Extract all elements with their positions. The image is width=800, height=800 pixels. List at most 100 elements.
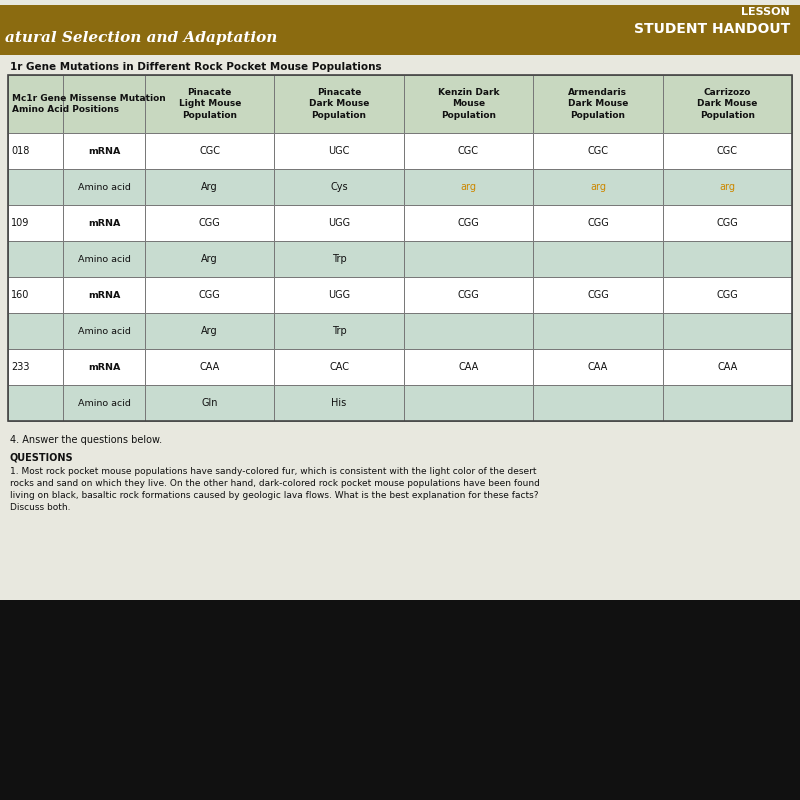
Text: CGC: CGC [199, 146, 220, 156]
Text: CGG: CGG [587, 218, 609, 228]
Bar [662, 133, 792, 169]
Bar [145, 277, 274, 313]
Bar [8, 133, 63, 169]
Bar [533, 241, 662, 277]
Bar [274, 241, 404, 277]
Text: UGC: UGC [329, 146, 350, 156]
Text: mRNA: mRNA [88, 146, 120, 155]
Text: Pinacate
Light Mouse
Population: Pinacate Light Mouse Population [178, 88, 241, 119]
Bar [8, 75, 63, 133]
Bar [63, 385, 145, 421]
Text: CAA: CAA [717, 362, 738, 372]
Text: Kenzin Dark
Mouse
Population: Kenzin Dark Mouse Population [438, 88, 499, 119]
Text: Trp: Trp [332, 326, 346, 336]
Bar [274, 349, 404, 385]
Text: CGG: CGG [199, 290, 221, 300]
Bar [274, 277, 404, 313]
Text: Amino acid: Amino acid [78, 398, 130, 407]
Text: CGC: CGC [587, 146, 608, 156]
Bar [274, 313, 404, 349]
Bar [8, 313, 63, 349]
Bar [533, 313, 662, 349]
Text: CGG: CGG [717, 218, 738, 228]
Bar [8, 277, 63, 313]
Bar [63, 277, 145, 313]
Text: arg: arg [590, 182, 606, 192]
Bar [533, 169, 662, 205]
Bar [274, 205, 404, 241]
Bar [404, 205, 533, 241]
Text: CAC: CAC [329, 362, 349, 372]
Bar [404, 169, 533, 205]
Bar [145, 205, 274, 241]
Text: STUDENT HANDOUT: STUDENT HANDOUT [634, 22, 790, 36]
Text: Cys: Cys [330, 182, 348, 192]
Text: Amino acid: Amino acid [78, 182, 130, 191]
Text: 109: 109 [11, 218, 30, 228]
Text: CGC: CGC [717, 146, 738, 156]
Text: 4. Answer the questions below.: 4. Answer the questions below. [10, 435, 162, 445]
Bar [404, 277, 533, 313]
Polygon shape [0, 5, 800, 55]
Bar [404, 313, 533, 349]
Bar [274, 75, 404, 133]
Bar [145, 241, 274, 277]
Text: mRNA: mRNA [88, 218, 120, 227]
Text: Amino acid: Amino acid [78, 326, 130, 335]
Bar [63, 133, 145, 169]
Text: CGG: CGG [458, 290, 479, 300]
Text: Carrizozo
Dark Mouse
Population: Carrizozo Dark Mouse Population [697, 88, 758, 119]
Bar [145, 133, 274, 169]
Bar [404, 385, 533, 421]
Bar [63, 75, 145, 133]
Bar [274, 385, 404, 421]
Text: His: His [331, 398, 346, 408]
Bar [662, 241, 792, 277]
Bar [533, 277, 662, 313]
Bar [662, 385, 792, 421]
Text: Pinacate
Dark Mouse
Population: Pinacate Dark Mouse Population [309, 88, 370, 119]
Bar [662, 169, 792, 205]
Bar [662, 349, 792, 385]
Text: Amino acid: Amino acid [78, 254, 130, 263]
Bar [662, 277, 792, 313]
Bar [63, 169, 145, 205]
Bar [404, 133, 533, 169]
Text: Gln: Gln [202, 398, 218, 408]
Text: arg: arg [461, 182, 477, 192]
Bar [662, 205, 792, 241]
Text: 018: 018 [11, 146, 30, 156]
Text: Arg: Arg [202, 254, 218, 264]
Bar [63, 205, 145, 241]
Text: Arg: Arg [202, 326, 218, 336]
Text: 1. Most rock pocket mouse populations have sandy-colored fur, which is consisten: 1. Most rock pocket mouse populations ha… [10, 467, 540, 513]
Bar [145, 349, 274, 385]
Bar [533, 75, 662, 133]
Text: LESSON: LESSON [742, 7, 790, 17]
Bar [533, 385, 662, 421]
Bar [8, 349, 63, 385]
Text: UGG: UGG [328, 218, 350, 228]
Text: Trp: Trp [332, 254, 346, 264]
Text: arg: arg [719, 182, 735, 192]
Bar [533, 349, 662, 385]
Bar [145, 313, 274, 349]
Bar [145, 75, 274, 133]
Bar [8, 205, 63, 241]
Bar [274, 169, 404, 205]
FancyBboxPatch shape [0, 0, 800, 600]
Bar [404, 75, 533, 133]
Text: Mc1r Gene Missense Mutation
Amino Acid Positions: Mc1r Gene Missense Mutation Amino Acid P… [12, 94, 166, 114]
Bar [533, 133, 662, 169]
Text: Armendaris
Dark Mouse
Population: Armendaris Dark Mouse Population [568, 88, 628, 119]
Text: CGG: CGG [587, 290, 609, 300]
Text: Arg: Arg [202, 182, 218, 192]
Bar [274, 133, 404, 169]
Bar [8, 169, 63, 205]
Bar [404, 349, 533, 385]
Bar [662, 313, 792, 349]
Bar [145, 385, 274, 421]
Text: mRNA: mRNA [88, 362, 120, 371]
Text: 1r Gene Mutations in Different Rock Pocket Mouse Populations: 1r Gene Mutations in Different Rock Pock… [10, 62, 382, 72]
Bar [63, 241, 145, 277]
